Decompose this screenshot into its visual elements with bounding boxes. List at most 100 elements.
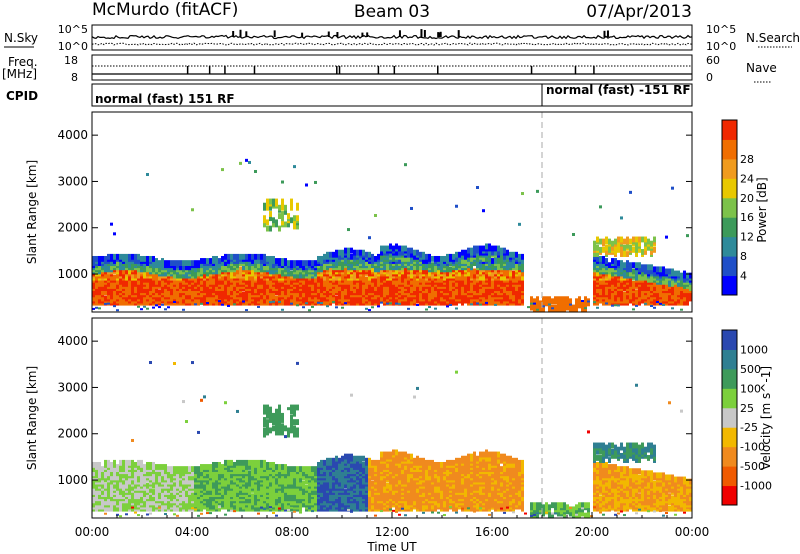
- scatter-cell: [107, 302, 110, 305]
- scatter-cell: [206, 489, 209, 495]
- scatter-cell: [197, 260, 200, 267]
- scatter-cell: [161, 474, 164, 481]
- scatter-cell: [197, 497, 200, 504]
- scatter-cell: [641, 264, 644, 271]
- scatter-cell: [608, 262, 611, 269]
- scatter-cell: [395, 264, 398, 271]
- scatter-cell: [134, 268, 137, 275]
- scatter-cell: [113, 253, 116, 260]
- scatter-cell: [440, 255, 443, 262]
- scatter-cell: [242, 253, 245, 260]
- scatter-cell: [644, 278, 647, 285]
- date-title: 07/Apr/2013: [586, 2, 692, 22]
- scatter-cell: [323, 253, 326, 260]
- scatter-cell: [611, 285, 614, 292]
- scatter-cell: [686, 234, 689, 238]
- scatter-cell: [497, 264, 500, 271]
- scatter-cell: [179, 260, 182, 267]
- scatter-cell: [662, 270, 665, 277]
- scatter-cell: [665, 276, 668, 283]
- scatter-cell: [284, 293, 287, 300]
- scatter-cell: [614, 304, 617, 307]
- scatter-cell: [638, 295, 641, 302]
- colorbar-tick-label: 28: [740, 153, 754, 166]
- scatter-cell: [269, 211, 272, 217]
- scatter-cell: [161, 280, 164, 287]
- scatter-cell: [254, 169, 257, 173]
- scatter-cell: [113, 280, 116, 287]
- scatter-cell: [143, 270, 146, 277]
- scatter-cell: [290, 217, 293, 224]
- scatter-cell: [158, 506, 161, 509]
- scatter-cell: [521, 192, 524, 196]
- scatter-cell: [206, 464, 209, 470]
- colorbar-tick-label: 4: [740, 270, 747, 283]
- scatter-cell: [266, 225, 269, 232]
- scatter-cell: [623, 244, 626, 251]
- scatter-cell: [167, 291, 170, 298]
- scatter-cell: [599, 205, 602, 209]
- scatter-cell: [287, 260, 290, 267]
- scatter-cell: [368, 278, 371, 285]
- scatter-cell: [638, 299, 641, 306]
- nsky-line: [91, 34, 693, 40]
- scatter-cell: [275, 295, 278, 302]
- scatter-cell: [119, 480, 122, 487]
- scatter-cell: [107, 489, 110, 495]
- scatter-cell: [368, 236, 371, 240]
- scatter-cell: [221, 303, 224, 306]
- scatter-cell: [365, 260, 368, 267]
- scatter-cell: [428, 253, 431, 260]
- scatter-cell: [506, 293, 509, 300]
- scatter-cell: [497, 245, 500, 252]
- scatter-cell: [398, 302, 401, 305]
- scatter-cell: [290, 302, 293, 305]
- scatter-cell: [221, 476, 224, 483]
- scatter-cell: [428, 270, 431, 277]
- scatter-cell: [608, 268, 611, 275]
- freq-tick-bottom: 8: [71, 71, 78, 84]
- scatter-cell: [119, 515, 122, 518]
- scatter-cell: [176, 295, 179, 302]
- scatter-cell: [308, 260, 311, 267]
- scatter-cell: [167, 472, 170, 479]
- scatter-cell: [209, 512, 212, 515]
- scatter-cell: [188, 278, 191, 285]
- scatter-cell: [110, 491, 113, 498]
- scatter-cell: [191, 470, 194, 477]
- scatter-cell: [440, 260, 443, 267]
- scatter-cell: [650, 305, 653, 308]
- scatter-cell: [500, 253, 503, 260]
- scatter-cell: [158, 474, 161, 481]
- scatter-cell: [380, 253, 383, 260]
- scatter-cell: [227, 253, 230, 260]
- scatter-cell: [233, 270, 236, 277]
- scatter-cell: [170, 495, 173, 502]
- scatter-cell: [416, 303, 419, 306]
- scatter-cell: [149, 461, 152, 468]
- scatter-cell: [371, 297, 374, 304]
- scatter-cell: [587, 300, 590, 303]
- scatter-cell: [419, 251, 422, 258]
- scatter-cell: [368, 309, 371, 312]
- scatter-cell: [224, 470, 227, 477]
- scatter-cell: [404, 245, 407, 252]
- scatter-cell: [395, 249, 398, 256]
- nave-tick-bottom: 0: [706, 71, 713, 84]
- scatter-cell: [290, 198, 293, 205]
- scatter-cell: [335, 306, 338, 309]
- scatter-cell: [479, 303, 482, 306]
- scatter-cell: [266, 204, 269, 211]
- scatter-cell: [536, 296, 539, 303]
- scatter-cell: [110, 253, 113, 260]
- scatter-cell: [377, 299, 380, 306]
- scatter-cell: [296, 299, 299, 306]
- scatter-cell: [95, 461, 98, 468]
- scatter-cell: [173, 264, 176, 271]
- colorbar-tick-label: 20: [740, 192, 754, 205]
- scatter-cell: [551, 307, 554, 310]
- scatter-cell: [434, 255, 437, 262]
- scatter-cell: [251, 253, 254, 260]
- scatter-cell: [209, 274, 212, 281]
- scatter-cell: [344, 293, 347, 300]
